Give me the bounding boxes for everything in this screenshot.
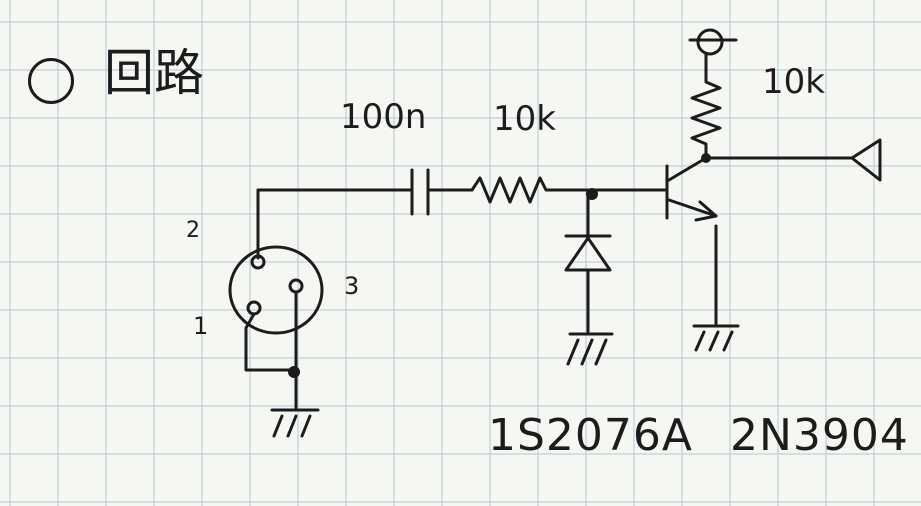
page-title: 回路 [104, 44, 204, 102]
pin-1-hole [246, 300, 262, 316]
diode-part-label: 1S2076A [488, 410, 693, 461]
pin-3-hole [288, 278, 304, 294]
emitter-ground-symbol [692, 324, 740, 352]
pin-3-label: 3 [344, 272, 360, 300]
transistor-part-label: 2N3904 [730, 410, 909, 461]
pin-2-hole [250, 254, 266, 270]
pullup-resistor-label: 10k [762, 62, 825, 102]
transistor-symbol [665, 156, 718, 222]
supply-terminal-symbol [688, 28, 738, 56]
pullup-resistor-symbol [690, 52, 722, 160]
connector-ground-symbol [270, 408, 320, 438]
capacitor-label: 100n [340, 97, 427, 137]
series-resistor-label: 10k [493, 99, 556, 139]
xlr-connector-symbol [228, 245, 324, 410]
title-circle-mark [28, 58, 74, 104]
capacitor-symbol [410, 168, 474, 216]
part-numbers: 1S2076A 2N3904 [488, 414, 909, 458]
pin-2-label: 2 [186, 218, 200, 243]
pin-1-label: 1 [193, 312, 209, 340]
diode-symbol [564, 192, 612, 334]
output-terminal-symbol [850, 138, 882, 182]
series-resistor-symbol [470, 176, 594, 204]
input-wire [256, 188, 414, 260]
diode-ground-symbol [566, 332, 614, 366]
